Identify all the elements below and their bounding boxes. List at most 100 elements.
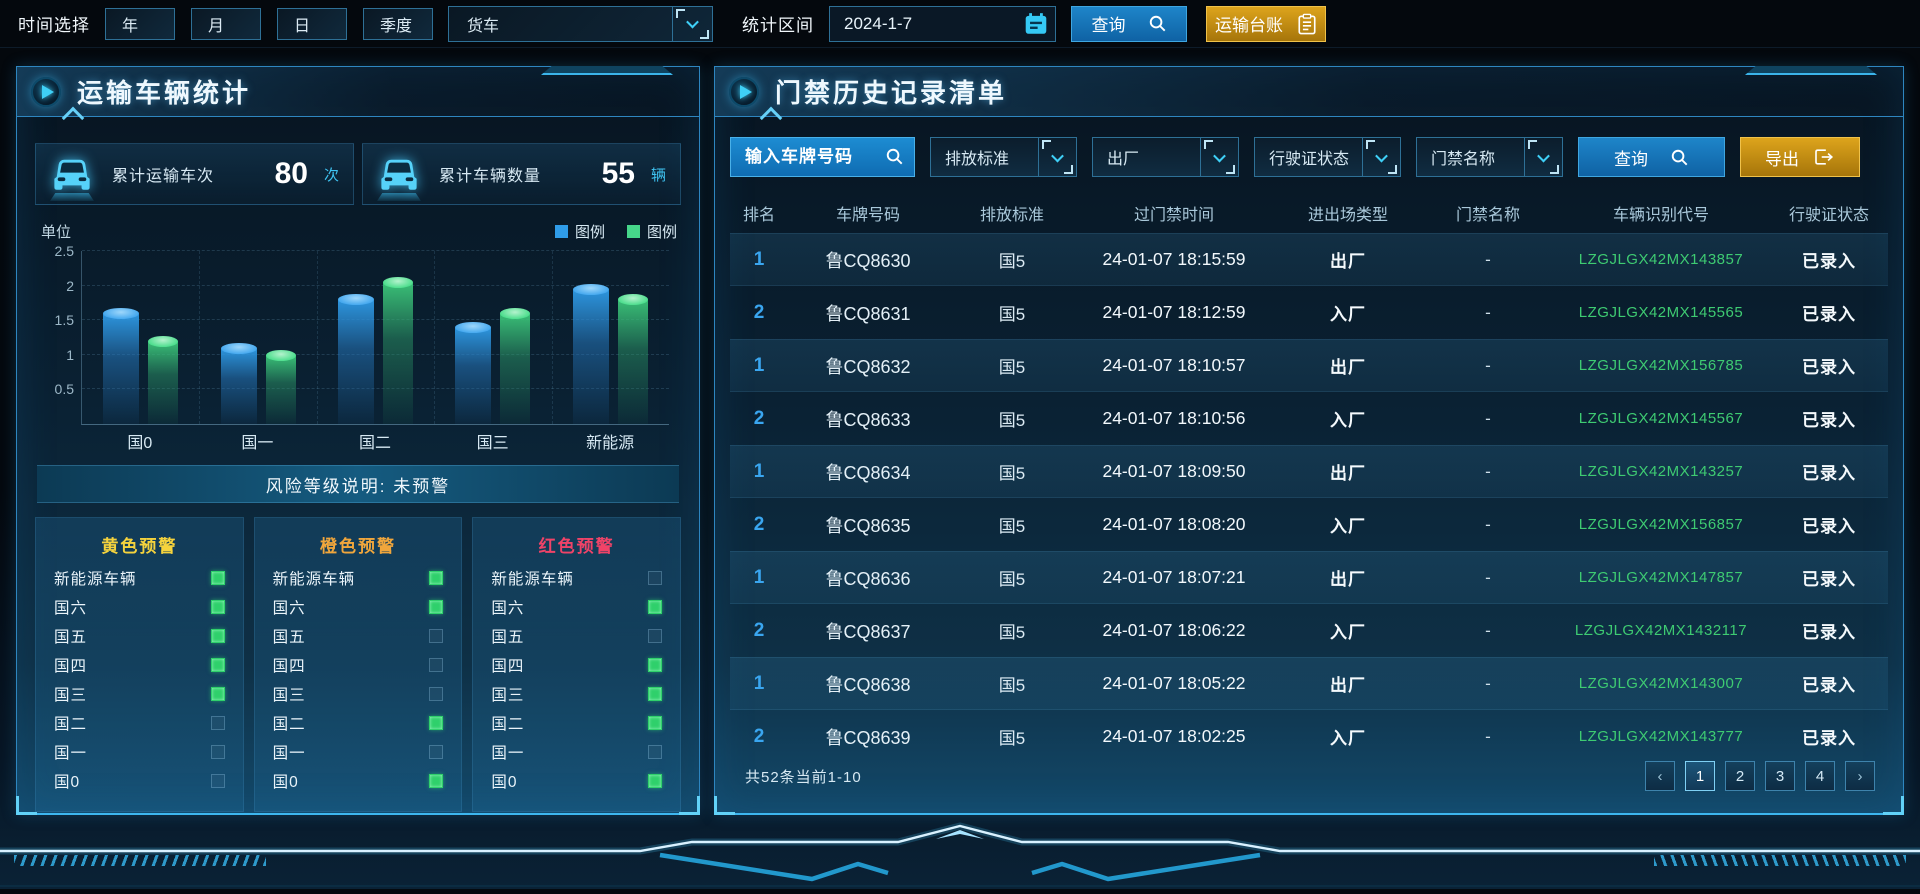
page-button-1[interactable]: 1	[1685, 761, 1715, 791]
pagination-summary: 共52条当前1-10	[745, 766, 862, 787]
stat-value: 80	[275, 157, 308, 191]
date-range-field[interactable]	[829, 6, 1056, 42]
cell-rank: 1	[730, 673, 788, 695]
cell-gate-name: -	[1424, 303, 1552, 323]
stat-unit: 辆	[651, 164, 666, 185]
search-icon[interactable]	[885, 147, 904, 171]
indicator-checkbox[interactable]	[648, 745, 662, 759]
vehicle-type-select[interactable]: 货车	[448, 6, 713, 42]
chart-unit-label: 单位	[41, 221, 71, 242]
prev-page-button[interactable]: ‹	[1645, 761, 1675, 791]
period-button-4[interactable]: 季度	[363, 8, 433, 40]
indicator-checkbox[interactable]	[211, 716, 225, 730]
warning-item: 国五	[54, 621, 225, 650]
cell-gate-time: 24-01-07 18:10:57	[1076, 355, 1272, 376]
chart-bar-国一-series1	[221, 348, 257, 424]
page-button-2[interactable]: 2	[1725, 761, 1755, 791]
indicator-checkbox[interactable]	[211, 687, 225, 701]
page-button-4[interactable]: 4	[1805, 761, 1835, 791]
cell-license-status: 已录入	[1770, 565, 1888, 590]
transport-ledger-button[interactable]: 运输台账	[1206, 6, 1326, 42]
date-input[interactable]	[844, 14, 994, 34]
indicator-checkbox[interactable]	[429, 774, 443, 788]
indicator-checkbox[interactable]	[211, 600, 225, 614]
warning-item: 国六	[491, 592, 662, 621]
cell-emission-standard: 国5	[948, 300, 1076, 325]
indicator-checkbox[interactable]	[648, 687, 662, 701]
select-chevron-box[interactable]	[1524, 138, 1562, 176]
cell-license-status: 已录入	[1770, 512, 1888, 537]
indicator-checkbox[interactable]	[429, 600, 443, 614]
warning-item: 国三	[273, 679, 444, 708]
indicator-checkbox[interactable]	[211, 774, 225, 788]
play-circle-icon	[31, 77, 61, 107]
indicator-checkbox[interactable]	[648, 658, 662, 672]
period-button-1[interactable]: 年	[105, 8, 175, 40]
cell-gate-name: -	[1424, 409, 1552, 429]
chart-bar-国0-series2	[148, 341, 178, 424]
indicator-checkbox[interactable]	[429, 658, 443, 672]
calendar-icon[interactable]	[1023, 11, 1049, 37]
chart-bar-group	[199, 251, 316, 424]
bar-cap	[266, 350, 296, 361]
table-query-button[interactable]: 查询	[1578, 137, 1725, 177]
indicator-checkbox[interactable]	[648, 571, 662, 585]
warning-item-label: 国四	[491, 654, 524, 676]
indicator-checkbox[interactable]	[429, 745, 443, 759]
indicator-checkbox[interactable]	[211, 658, 225, 672]
indicator-checkbox[interactable]	[211, 629, 225, 643]
stat-value: 55	[602, 157, 635, 191]
filter-select-license-status[interactable]: 行驶证状态	[1254, 137, 1401, 177]
indicator-checkbox[interactable]	[648, 716, 662, 730]
indicator-checkbox[interactable]	[429, 716, 443, 730]
warning-item-label: 国0	[54, 770, 80, 792]
indicator-checkbox[interactable]	[648, 600, 662, 614]
filter-select-emission-standard[interactable]: 排放标准	[930, 137, 1077, 177]
next-page-button[interactable]: ›	[1845, 761, 1875, 791]
cell-rank: 2	[730, 726, 788, 748]
indicator-checkbox[interactable]	[648, 629, 662, 643]
export-icon	[1813, 147, 1835, 167]
table-header-row: 排名车牌号码排放标准过门禁时间进出场类型门禁名称车辆识别代号行驶证状态	[730, 193, 1888, 233]
indicator-checkbox[interactable]	[429, 629, 443, 643]
cell-plate-number: 鲁CQ8636	[788, 565, 948, 591]
page-button-3[interactable]: 3	[1765, 761, 1795, 791]
filter-select-gate-name[interactable]: 门禁名称	[1416, 137, 1563, 177]
select-chevron-box[interactable]	[1038, 138, 1076, 176]
warning-item-label: 国六	[54, 596, 87, 618]
chart-bar-国0-series1	[103, 313, 139, 424]
period-button-3[interactable]: 日	[277, 8, 347, 40]
indicator-checkbox[interactable]	[211, 571, 225, 585]
cell-rank: 2	[730, 620, 788, 642]
chart-tick-label: 1	[42, 347, 74, 363]
select-chevron-box[interactable]	[1362, 138, 1400, 176]
filter-select-value: 行驶证状态	[1269, 145, 1349, 169]
legend-item-1[interactable]: 图例	[555, 221, 605, 242]
period-button-2[interactable]: 月	[191, 8, 261, 40]
filter-select-exit-type[interactable]: 出厂	[1092, 137, 1239, 177]
select-chevron-box[interactable]	[672, 7, 712, 41]
export-button[interactable]: 导出	[1740, 137, 1860, 177]
select-chevron-box[interactable]	[1200, 138, 1238, 176]
legend-item-2[interactable]: 图例	[627, 221, 677, 242]
cell-rank: 1	[730, 249, 788, 271]
indicator-checkbox[interactable]	[648, 774, 662, 788]
chevron-down-icon	[1051, 149, 1064, 162]
column-header: 过门禁时间	[1076, 201, 1272, 225]
query-button[interactable]: 查询	[1071, 6, 1187, 42]
indicator-checkbox[interactable]	[211, 745, 225, 759]
period-buttons: 年月日季度	[105, 8, 433, 40]
indicator-checkbox[interactable]	[429, 687, 443, 701]
indicator-checkbox[interactable]	[429, 571, 443, 585]
